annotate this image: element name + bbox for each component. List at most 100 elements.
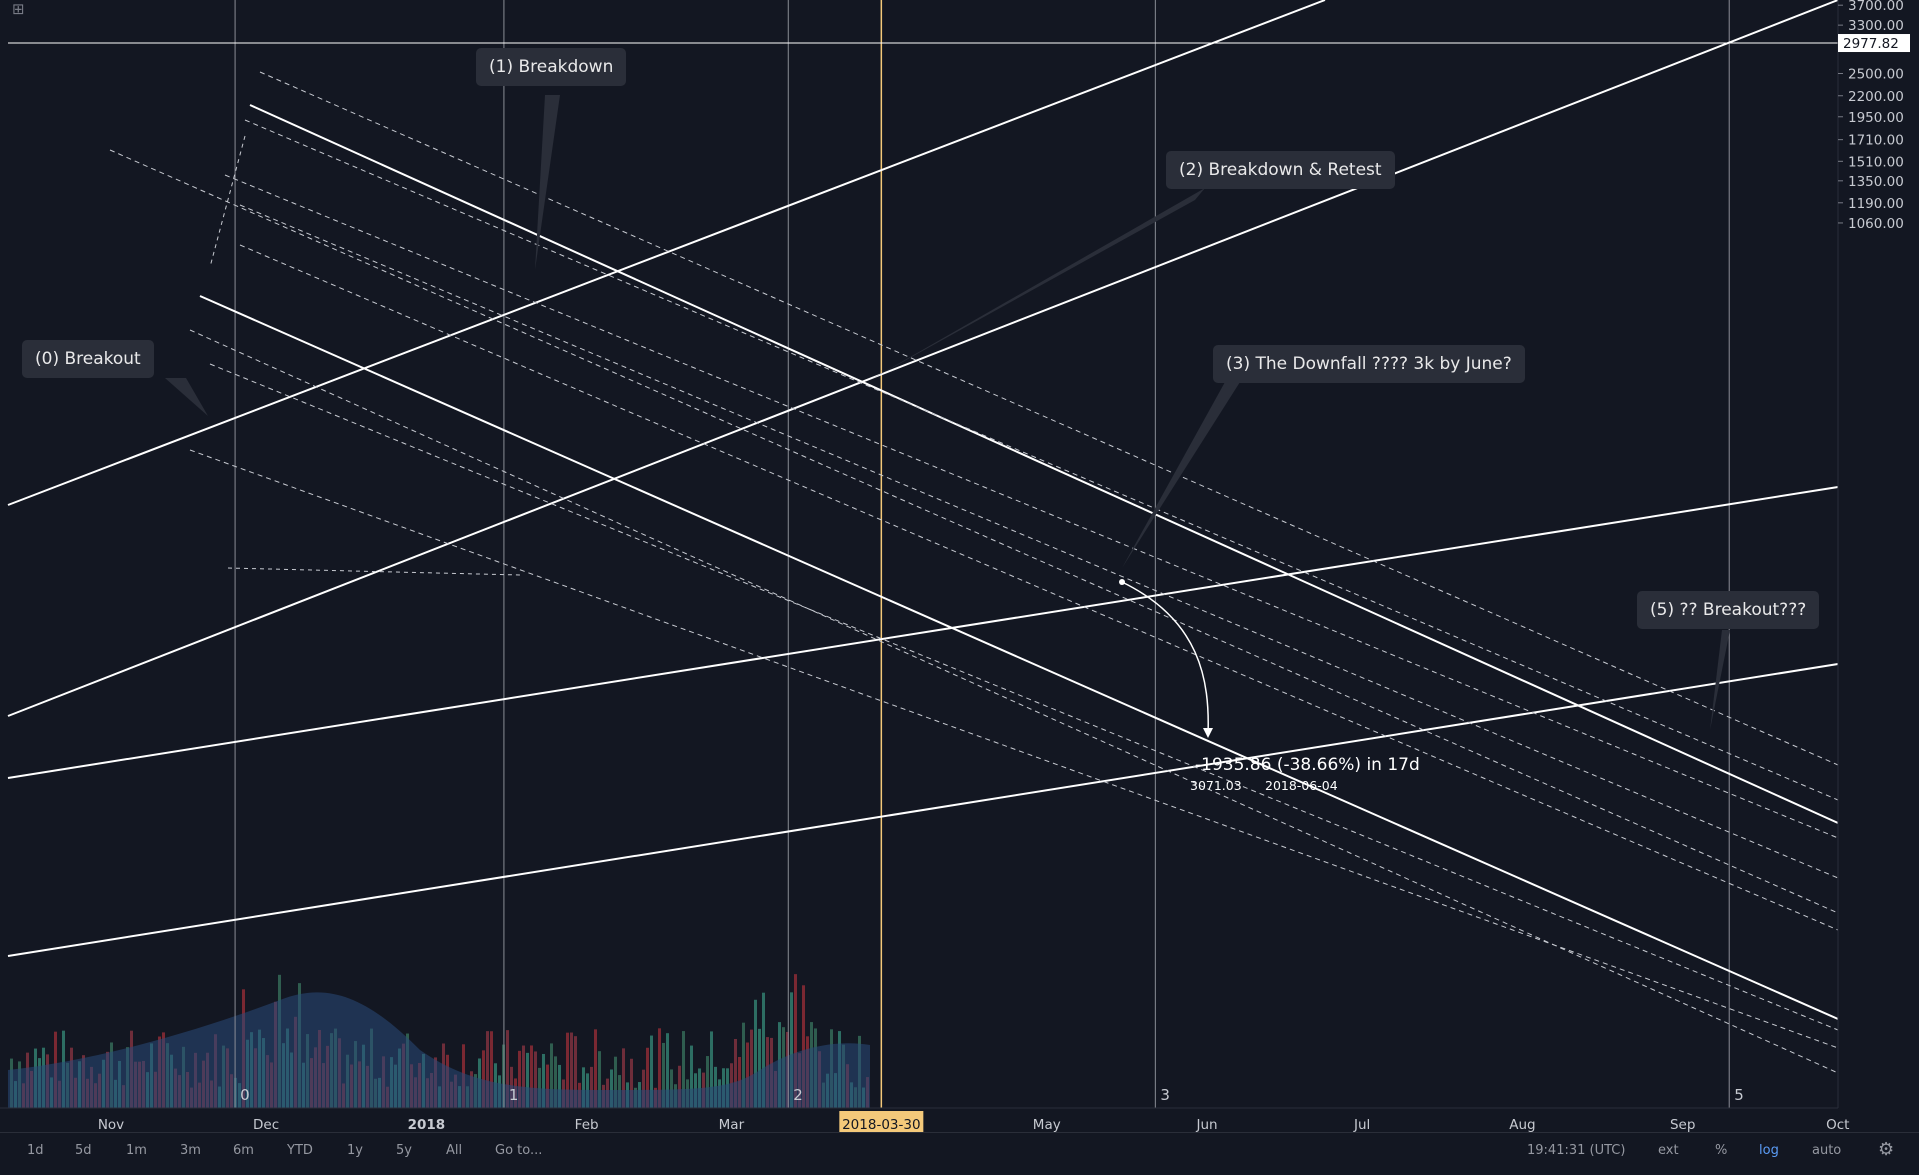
timeframe-button-1y[interactable]: 1y <box>347 1143 363 1158</box>
x-tick-label: 2018-03-30 <box>842 1117 920 1133</box>
volume-bar <box>614 1056 617 1108</box>
volume-bar <box>526 1052 529 1108</box>
volume-bar <box>750 1029 753 1108</box>
callout-breakdown-1[interactable]: (1) Breakdown <box>476 48 627 86</box>
volume-bar <box>650 1035 653 1108</box>
trendline <box>199 295 1839 1020</box>
timeframe-button-1d[interactable]: 1d <box>27 1143 44 1158</box>
y-tick-label: 2500.00 <box>1848 66 1904 82</box>
callout-breakout-5[interactable]: (5) ?? Breakout??? <box>1637 591 1820 629</box>
measure-sub-price: 3071.03 <box>1190 778 1242 793</box>
volume-bar <box>518 1050 521 1108</box>
percent-button[interactable]: % <box>1715 1143 1728 1158</box>
wave-label: 1 <box>509 1086 519 1104</box>
timeframe-button-3m[interactable]: 3m <box>180 1143 201 1158</box>
price-tag-bg <box>1838 34 1910 53</box>
auto-button[interactable]: auto <box>1812 1143 1842 1158</box>
timeframe-button-1m[interactable]: 1m <box>126 1143 147 1158</box>
volume-bar <box>734 1038 737 1108</box>
callout-pointer <box>1710 630 1730 730</box>
measure-text: -1935.86 (-38.66%) in 17d <box>1195 755 1420 775</box>
wave-label: 3 <box>1160 1086 1170 1104</box>
volume-bar <box>482 1050 485 1108</box>
volume-bar <box>642 1069 645 1108</box>
volume-bar <box>546 1064 549 1108</box>
volume-bar <box>710 1031 713 1108</box>
price-tag-label: 2977.82 <box>1843 36 1899 52</box>
timeframe-button-all[interactable]: All <box>446 1143 463 1158</box>
volume-bar <box>690 1045 693 1108</box>
x-tick-label: Oct <box>1826 1117 1849 1133</box>
volume-bar <box>590 1066 593 1108</box>
volume-bar <box>558 1064 561 1108</box>
trendline <box>7 486 1839 779</box>
y-tick-label: 3300.00 <box>1848 18 1904 34</box>
volume-bar <box>666 1033 669 1108</box>
volume-bar <box>662 1042 665 1108</box>
volume-bar <box>570 1032 573 1108</box>
x-tick-label: Feb <box>575 1117 599 1133</box>
trendline <box>7 0 1839 717</box>
timeframe-button-5d[interactable]: 5d <box>75 1143 92 1158</box>
volume-bar <box>762 992 765 1108</box>
callout-pointer <box>870 188 1205 380</box>
volume-bar <box>622 1048 625 1108</box>
crosshair-corner-icon[interactable]: ⊞ <box>12 0 25 18</box>
timeframe-button-6m[interactable]: 6m <box>233 1143 254 1158</box>
y-tick-label: 1510.00 <box>1848 154 1904 170</box>
wave-label: 0 <box>240 1086 250 1104</box>
y-tick-label: 2200.00 <box>1848 89 1904 105</box>
volume-bar <box>594 1029 597 1108</box>
callout-breakdown-retest-2[interactable]: (2) Breakdown & Retest <box>1166 151 1395 189</box>
volume-bar <box>646 1047 649 1108</box>
volume-bar <box>630 1058 633 1108</box>
y-tick-label: 1710.00 <box>1848 133 1904 149</box>
volume-bar <box>706 1056 709 1108</box>
projection-arrow-head <box>1203 728 1213 738</box>
callout-pointer <box>165 378 208 416</box>
volume-bar <box>754 999 757 1108</box>
x-tick-label: Nov <box>98 1117 124 1133</box>
callout-breakout-0[interactable]: (0) Breakout <box>22 340 154 378</box>
x-tick-label: Jun <box>1195 1117 1217 1133</box>
volume-bar <box>554 1056 557 1108</box>
timeframe-button-ytd[interactable]: YTD <box>287 1143 313 1158</box>
log-button[interactable]: log <box>1759 1143 1779 1158</box>
volume-bar <box>574 1036 577 1108</box>
ext-button[interactable]: ext <box>1658 1143 1679 1158</box>
channel-dashed-line <box>244 119 1839 801</box>
price-axis-bg <box>1838 0 1919 1108</box>
volume-bar <box>550 1043 553 1108</box>
volume-bar <box>658 1028 661 1108</box>
trendline <box>7 0 1326 506</box>
volume-bar <box>758 1028 761 1108</box>
wave-label: 5 <box>1734 1086 1744 1104</box>
projection-arrow <box>1121 581 1209 736</box>
y-tick-label: 3700.00 <box>1848 0 1904 14</box>
goto-button[interactable]: Go to... <box>495 1143 543 1158</box>
callout-downfall-3[interactable]: (3) The Downfall ???? 3k by June? <box>1213 345 1525 383</box>
drawings-layer <box>7 0 1839 1074</box>
x-tick-label: Dec <box>253 1117 279 1133</box>
channel-dashed-line <box>227 567 521 576</box>
volume-bar <box>534 1051 537 1108</box>
x-highlight-label-bg <box>839 1111 924 1135</box>
x-tick-label: 2018 <box>408 1117 446 1133</box>
channel-dashed-line <box>209 135 246 268</box>
y-tick-label: 1350.00 <box>1848 174 1904 190</box>
volume-bar <box>582 1067 585 1108</box>
grid-layer: 0 1 2 3 5 <box>8 0 1838 1108</box>
volume-bar <box>530 1045 533 1108</box>
volume-bar <box>746 1042 749 1108</box>
volume-bar <box>742 1022 745 1108</box>
volume-bar <box>802 985 805 1108</box>
y-tick-label: 1950.00 <box>1848 110 1904 126</box>
timeframe-button-5y[interactable]: 5y <box>396 1143 412 1158</box>
measure-sub-date: 2018-06-04 <box>1265 778 1338 793</box>
volume-bar <box>490 1031 493 1108</box>
settings-gear-icon[interactable]: ⚙ <box>1878 1139 1895 1160</box>
volume-bar <box>486 1031 489 1108</box>
projection-start-point <box>1119 579 1125 585</box>
bottom-toolbar <box>0 1132 1919 1175</box>
